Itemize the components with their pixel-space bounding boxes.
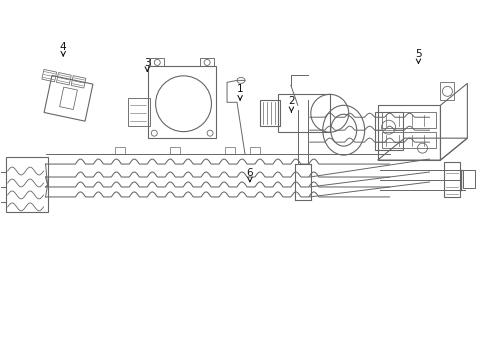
Bar (278, 94, 330, 132)
Bar (464, 170, 475, 188)
Bar (382, 132, 437, 148)
Bar (441, 82, 454, 100)
Text: 5: 5 (415, 49, 422, 63)
Bar (444, 162, 461, 197)
Bar (375, 112, 403, 150)
Bar (200, 58, 214, 67)
Bar (382, 112, 437, 128)
Text: 6: 6 (246, 168, 253, 182)
Bar (128, 98, 150, 126)
Text: 1: 1 (237, 84, 244, 100)
Bar (6, 157, 48, 212)
Bar (250, 147, 260, 154)
Text: 2: 2 (288, 96, 294, 112)
Bar (150, 58, 164, 67)
Bar (260, 100, 280, 126)
Text: 4: 4 (60, 42, 67, 56)
Bar (170, 147, 180, 154)
Bar (115, 147, 125, 154)
Bar (225, 147, 235, 154)
Bar (375, 130, 403, 142)
Bar (148, 67, 216, 138)
Text: 3: 3 (144, 58, 150, 72)
